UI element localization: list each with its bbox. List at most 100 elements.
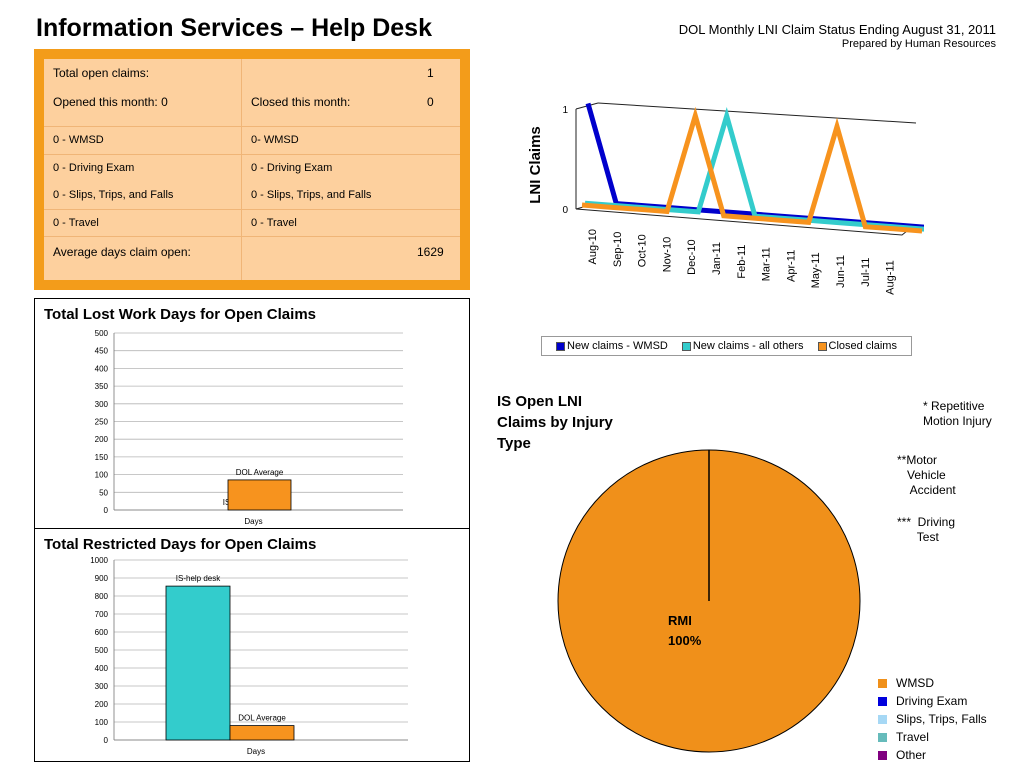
y-tick-label: 150 (95, 453, 109, 462)
opened-slips: 0 - Slips, Trips, and Falls (53, 189, 174, 201)
legend-label: New claims - WMSD (567, 340, 668, 352)
slice-label: RMI (668, 613, 692, 628)
pie-legend-swatch (878, 714, 887, 724)
pie-legend-item: Slips, Trips, Falls (878, 710, 987, 728)
opened-driving-exam: 0 - Driving Exam (53, 162, 135, 174)
closed-driving-exam: 0 - Driving Exam (251, 162, 333, 174)
x-tick-label: Jun-11 (835, 255, 847, 288)
bar-dol-average (227, 479, 292, 511)
avg-days-label: Average days claim open: (53, 245, 191, 259)
prepared-by: Prepared by Human Resources (841, 38, 996, 50)
y-tick-label: 500 (95, 329, 109, 338)
note-repetitive-motion: * Repetitive Motion Injury (923, 399, 992, 428)
restricted-days-chart-panel: Total Restricted Days for Open Claims 0 1… (34, 528, 470, 762)
pie-legend-label: Slips, Trips, Falls (896, 712, 987, 726)
legend-item-new-others: New claims - all others (681, 340, 804, 352)
claim-summary-panel: Total open claims: 1 Opened this month: … (34, 49, 470, 290)
legend-item-new-wmsd: New claims - WMSD (556, 340, 668, 352)
x-tick-label: Aug-10 (587, 229, 599, 264)
y-tick-label: 400 (95, 364, 109, 373)
lost-days-chart-panel: Total Lost Work Days for Open Claims 0 50… (34, 298, 470, 529)
pie-chart-legend: WMSD Driving Exam Slips, Trips, Falls Trave… (878, 674, 987, 764)
x-axis-title: Days (247, 747, 265, 756)
pie-legend-swatch (878, 732, 887, 742)
injury-type-pie-chart: RMI 100% (557, 449, 861, 753)
pie-legend-label: Other (896, 748, 927, 762)
y-axis-title: LNI Claims (527, 126, 544, 204)
back-wall-top (597, 102, 917, 124)
x-tick-label: Mar-11 (761, 247, 773, 281)
restricted-days-chart: 0 100 200 300 400 500 600 700 800 900 1000 IS-help … (90, 556, 408, 756)
legend-label: New claims - all others (692, 340, 804, 352)
y-tick-label: 1000 (90, 556, 108, 565)
x-tick-label: Feb-11 (736, 245, 748, 279)
closed-this-month-value: 0 (427, 95, 434, 109)
bar-dol-average (229, 725, 295, 741)
line-chart-legend: New claims - WMSD New claims - all other… (541, 336, 912, 356)
y-tick-label: 700 (95, 610, 109, 619)
opened-wmsd: 0 - WMSD (53, 134, 104, 146)
y-tick-label: 1 (562, 105, 568, 116)
plot-area (576, 103, 916, 223)
closed-wmsd: 0- WMSD (251, 134, 299, 146)
bar-label: IS (223, 498, 231, 507)
legend-swatch (556, 341, 566, 351)
pie-legend-swatch (878, 678, 887, 688)
lost-days-chart-title: Total Lost Work Days for Open Claims (44, 306, 316, 323)
y-tick-label: 200 (95, 435, 109, 444)
opened-travel: 0 - Travel (53, 217, 99, 229)
pie-legend-item: WMSD (878, 674, 987, 692)
report-period: DOL Monthly LNI Claim Status Ending Augu… (678, 22, 996, 37)
opened-this-month: Opened this month: 0 (53, 95, 168, 109)
pie-legend-item: Driving Exam (878, 692, 987, 710)
y-tick-label: 800 (95, 592, 109, 601)
y-tick-label: 300 (95, 400, 109, 409)
y-tick-label: 200 (95, 700, 109, 709)
legend-swatch (817, 341, 827, 351)
x-tick-label: Jul-11 (860, 258, 872, 287)
pie-legend-item: Travel (878, 728, 987, 746)
y-tick-label: 250 (95, 418, 109, 427)
y-tick-label: 400 (95, 664, 109, 673)
note-motor-vehicle: **Motor Vehicle Accident (897, 453, 956, 497)
pie-legend-swatch (878, 696, 887, 706)
bar-label: IS-help desk (176, 574, 221, 583)
x-tick-label: Sep-10 (612, 232, 624, 267)
y-tick-label: 100 (95, 471, 109, 480)
claim-summary-table: Total open claims: 1 Opened this month: … (44, 59, 460, 280)
total-open-value: 1 (427, 66, 434, 80)
lni-claims-line-chart: 0 1 LNI Claims Aug-10 Sep-10 Oct-10 Nov-10 Dec-… (527, 102, 924, 295)
total-open-label: Total open claims: (53, 66, 150, 80)
closed-slips: 0 - Slips, Trips, and Falls (251, 189, 372, 201)
pie-legend-item: Other (878, 746, 987, 764)
slice-percent: 100% (668, 633, 702, 648)
x-tick-label: Nov-10 (661, 237, 673, 272)
x-tick-label: Aug-11 (885, 260, 897, 295)
x-axis-title: Days (244, 517, 262, 526)
pie-legend-label: Driving Exam (896, 694, 968, 708)
bar-is-help-desk (165, 585, 231, 741)
y-tick-label: 0 (104, 736, 109, 745)
x-tick-label: Jan-11 (711, 242, 723, 275)
y-tick-label: 0 (562, 205, 568, 216)
y-tick-label: 50 (99, 488, 108, 497)
x-tick-label: Apr-11 (785, 250, 797, 282)
y-tick-label: 500 (95, 646, 109, 655)
y-tick-label: 300 (95, 682, 109, 691)
legend-item-closed: Closed claims (817, 340, 897, 352)
y-tick-label: 0 (104, 506, 109, 515)
note-driving-test: *** Driving Test (897, 515, 956, 544)
y-tick-label: 900 (95, 574, 109, 583)
legend-label: Closed claims (828, 340, 897, 352)
restricted-days-chart-title: Total Restricted Days for Open Claims (44, 536, 317, 553)
pie-legend-label: Travel (896, 730, 929, 744)
pie-chart-title: IS Open LNI Claims by Injury Type (497, 393, 613, 452)
report-subtitle: DOL Monthly LNI Claim Status Ending Augu… (679, 22, 996, 52)
legend-swatch (681, 341, 691, 351)
x-tick-label: Dec-10 (686, 239, 698, 274)
bar-label: DOL Average (236, 468, 284, 477)
x-tick-label: Oct-10 (637, 234, 649, 267)
pie-legend-label: WMSD (896, 676, 934, 690)
y-tick-label: 350 (95, 382, 109, 391)
bar-label: DOL Average (238, 714, 286, 723)
